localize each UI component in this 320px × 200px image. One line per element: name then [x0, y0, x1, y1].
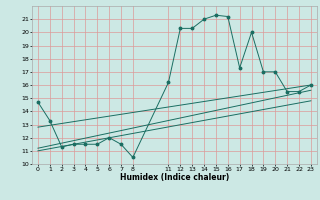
X-axis label: Humidex (Indice chaleur): Humidex (Indice chaleur): [120, 173, 229, 182]
